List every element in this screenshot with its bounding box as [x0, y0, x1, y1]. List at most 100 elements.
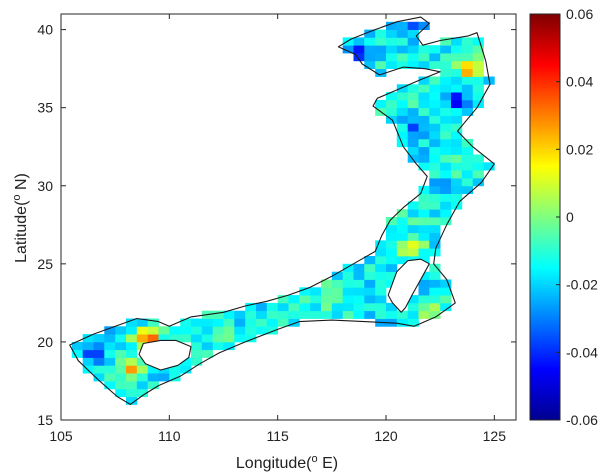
heatmap-cell — [396, 123, 408, 132]
heatmap-cell — [136, 318, 148, 327]
heatmap-cell — [375, 53, 387, 62]
heatmap-cell — [234, 326, 246, 335]
heatmap-cell — [364, 60, 376, 69]
heatmap-cell — [93, 334, 105, 343]
heatmap-cell — [136, 334, 148, 343]
heatmap-cell — [212, 326, 224, 335]
heatmap-cell — [429, 302, 441, 312]
heatmap-cell — [407, 217, 419, 226]
heatmap-cell — [407, 45, 419, 54]
heatmap-cell — [440, 201, 452, 210]
heatmap-cell — [418, 217, 430, 226]
heatmap-cell — [115, 381, 127, 390]
heatmap-cell — [429, 115, 441, 124]
heatmap-cell — [93, 349, 105, 358]
heatmap-cell — [386, 37, 398, 46]
heatmap-cell — [418, 60, 430, 69]
heatmap-cell — [440, 45, 452, 54]
heatmap-cell — [126, 381, 138, 390]
heatmap-cell — [126, 326, 138, 335]
heatmap-cell — [364, 37, 376, 46]
heatmap-cell — [93, 357, 105, 366]
heatmap-cell — [364, 45, 376, 54]
heatmap-cell — [418, 302, 430, 312]
heatmap-cell — [245, 318, 257, 327]
heatmap-cell — [418, 209, 430, 218]
heatmap-cells — [71, 21, 495, 405]
heatmap-cell — [451, 37, 463, 46]
heatmap-cell — [82, 341, 94, 351]
heatmap-cell — [418, 53, 430, 62]
colorbar-tick-label: 0.02 — [566, 141, 593, 157]
heatmap-cell — [451, 146, 463, 155]
heatmap-cell — [461, 37, 473, 46]
heatmap-cell — [364, 310, 376, 319]
heatmap-cell — [321, 310, 333, 319]
heatmap-cell — [396, 318, 408, 327]
heatmap-cell — [115, 341, 127, 351]
heatmap-cell — [115, 357, 127, 366]
heatmap-cell — [375, 271, 387, 280]
heatmap-cell — [418, 287, 430, 296]
heatmap-cell — [331, 287, 343, 296]
heatmap-cell — [418, 185, 430, 194]
heatmap-cell — [429, 217, 441, 226]
heatmap-cell — [461, 45, 473, 54]
heatmap-cell — [418, 310, 430, 319]
heatmap-cell — [418, 138, 430, 148]
heatmap-cell — [375, 310, 387, 319]
heatmap-cell — [407, 107, 419, 116]
heatmap-cell — [386, 263, 398, 272]
heatmap-cell — [191, 326, 203, 335]
heatmap-cell — [451, 115, 463, 124]
y-tick-label: 40 — [37, 22, 53, 38]
heatmap-cell — [396, 224, 408, 233]
colorbar-tick-label: -0.06 — [566, 412, 598, 428]
heatmap-cell — [104, 381, 116, 390]
heatmap-cell — [71, 341, 83, 351]
heatmap-cell — [407, 318, 419, 327]
heatmap-cell — [364, 263, 376, 272]
heatmap-cell — [429, 154, 441, 163]
heatmap-cell — [321, 302, 333, 312]
heatmap-cell — [418, 45, 430, 54]
y-tick-label: 25 — [37, 256, 53, 272]
heatmap-cell — [147, 373, 159, 382]
heatmap-cell — [115, 326, 127, 335]
heatmap-cell — [201, 318, 213, 327]
heatmap-cell — [429, 45, 441, 54]
plot-area — [60, 13, 517, 421]
heatmap-cell — [429, 178, 441, 187]
heatmap-cell — [126, 341, 138, 351]
heatmap-cell — [342, 45, 354, 54]
heatmap-cell — [429, 107, 441, 116]
heatmap-cell — [418, 107, 430, 116]
heatmap-cell — [407, 37, 419, 46]
y-tick-label: 35 — [37, 100, 53, 116]
heatmap-cell — [407, 201, 419, 210]
heatmap-cell — [396, 37, 408, 46]
heatmap-cell — [115, 334, 127, 343]
y-axis-label: Latitude(o N) — [11, 173, 30, 263]
y-tick-label: 20 — [37, 334, 53, 350]
heatmap-cell — [440, 115, 452, 124]
heatmap-cell — [396, 256, 408, 265]
heatmap-cell — [266, 318, 278, 327]
heatmap-cell — [429, 295, 441, 304]
heatmap-cell — [82, 349, 94, 358]
heatmap-cell — [461, 170, 473, 179]
heatmap-cell — [386, 29, 398, 38]
heatmap-cell — [440, 53, 452, 62]
heatmap-cell — [451, 178, 463, 187]
heatmap-cell — [234, 318, 246, 327]
heatmap-cell — [440, 162, 452, 171]
heatmap-cell — [429, 193, 441, 202]
heatmap-cell — [136, 373, 148, 382]
heatmap-cell — [93, 341, 105, 351]
heatmap-cell — [375, 99, 387, 109]
heatmap-cell — [147, 381, 159, 390]
heatmap-cell — [342, 263, 354, 272]
heatmap-cell — [461, 146, 473, 155]
heatmap-cell — [440, 146, 452, 155]
